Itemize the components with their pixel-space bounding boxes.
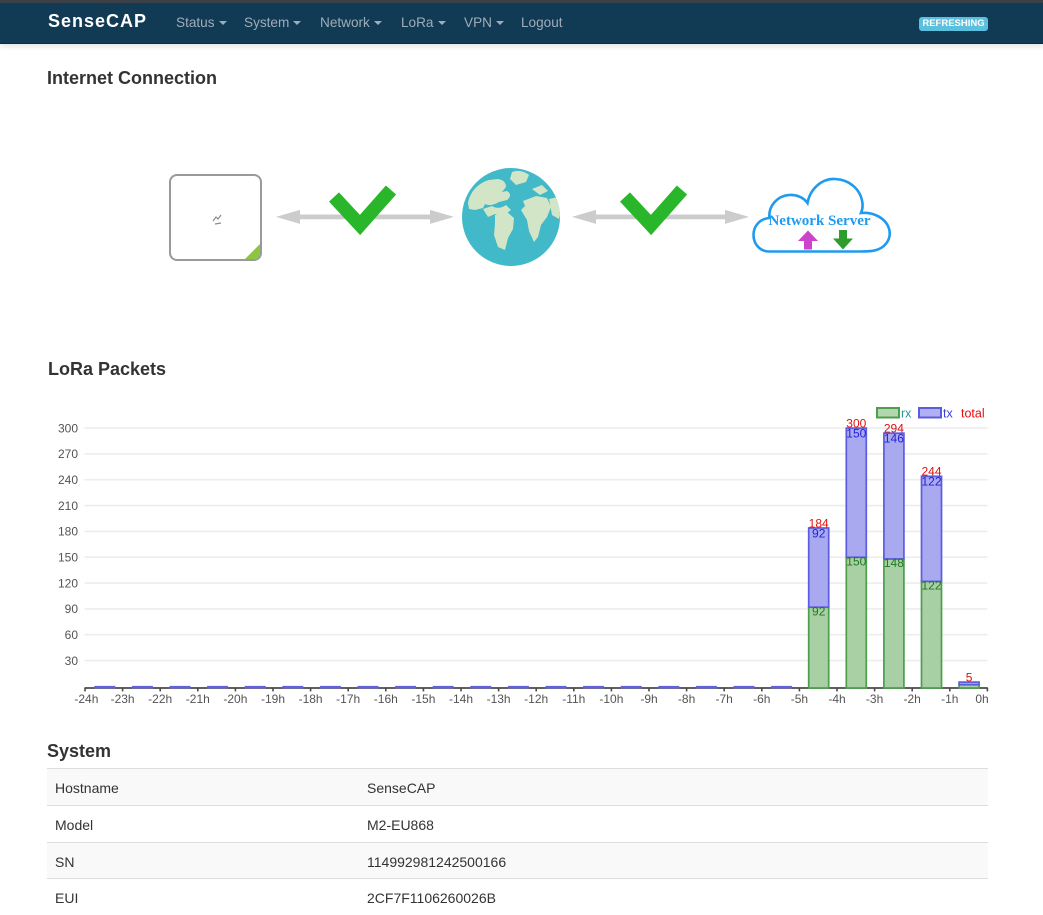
svg-text:92: 92 <box>812 604 826 618</box>
svg-text:-1h: -1h <box>941 692 958 706</box>
svg-text:180: 180 <box>58 525 78 539</box>
svg-text:-4h: -4h <box>828 692 845 706</box>
svg-text:-12h: -12h <box>524 692 548 706</box>
svg-text:122: 122 <box>921 579 941 593</box>
svg-text:-19h: -19h <box>261 692 285 706</box>
svg-text:-5h: -5h <box>791 692 808 706</box>
svg-text:210: 210 <box>58 499 78 513</box>
svg-text:-21h: -21h <box>186 692 210 706</box>
svg-text:120: 120 <box>58 576 78 590</box>
svg-text:92: 92 <box>812 526 826 540</box>
svg-text:240: 240 <box>58 473 78 487</box>
svg-text:-6h: -6h <box>753 692 770 706</box>
svg-text:-7h: -7h <box>716 692 733 706</box>
svg-text:0h: 0h <box>975 692 988 706</box>
svg-text:-2h: -2h <box>904 692 921 706</box>
svg-text:300: 300 <box>846 417 866 431</box>
svg-text:-16h: -16h <box>374 692 398 706</box>
svg-text:-13h: -13h <box>487 692 511 706</box>
svg-text:300: 300 <box>58 421 78 435</box>
svg-text:30: 30 <box>65 654 79 668</box>
svg-text:146: 146 <box>884 432 904 446</box>
svg-text:122: 122 <box>921 475 941 489</box>
svg-text:-15h: -15h <box>411 692 435 706</box>
svg-text:-23h: -23h <box>111 692 135 706</box>
svg-text:-22h: -22h <box>148 692 172 706</box>
svg-text:184: 184 <box>809 516 829 530</box>
svg-text:-14h: -14h <box>449 692 473 706</box>
svg-text:60: 60 <box>65 628 79 642</box>
svg-text:total: total <box>961 407 985 421</box>
svg-text:-3h: -3h <box>866 692 883 706</box>
svg-text:-20h: -20h <box>223 692 247 706</box>
svg-text:-24h: -24h <box>74 692 98 706</box>
svg-text:90: 90 <box>65 602 79 616</box>
svg-text:150: 150 <box>846 554 866 568</box>
svg-text:150: 150 <box>58 550 78 564</box>
svg-text:-9h: -9h <box>640 692 657 706</box>
svg-text:-18h: -18h <box>299 692 323 706</box>
svg-text:244: 244 <box>921 465 941 479</box>
svg-text:-17h: -17h <box>336 692 360 706</box>
svg-text:rx: rx <box>901 407 912 421</box>
svg-text:5: 5 <box>966 671 973 685</box>
svg-text:270: 270 <box>58 447 78 461</box>
svg-text:148: 148 <box>884 556 904 570</box>
svg-text:294: 294 <box>884 422 904 436</box>
svg-text:-10h: -10h <box>599 692 623 706</box>
svg-text:Network Server: Network Server <box>768 213 870 229</box>
svg-text:-11h: -11h <box>562 692 585 706</box>
svg-text:tx: tx <box>943 407 953 421</box>
svg-text:150: 150 <box>846 426 866 440</box>
svg-text:-8h: -8h <box>678 692 695 706</box>
